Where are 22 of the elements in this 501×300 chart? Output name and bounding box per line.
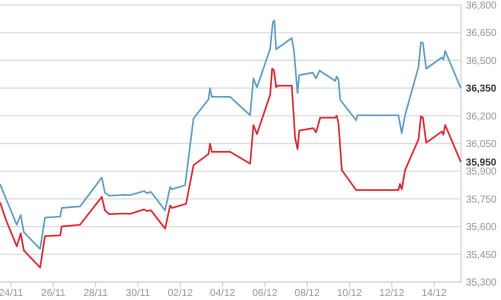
y-tick-label: 35,750 [466,194,498,206]
x-tick-label: 30/11 [126,288,151,299]
y-tick-label: 36,650 [466,28,498,40]
y-tick-label: 36,200 [466,111,498,122]
y-tick-label: 36,800 [466,0,498,12]
y-tick-label: 35,600 [466,222,498,234]
y-tick-label: 35,450 [466,250,498,261]
y-tick-label: 35,300 [466,278,498,288]
x-tick-label: 08/12 [294,288,320,299]
x-tick-label: 06/12 [252,288,278,299]
x-tick-label: 04/12 [210,288,236,299]
x-tick-label: 12/12 [379,288,405,299]
y-tick-label: 35,900 [466,166,498,178]
annotation: 36,350 [466,84,497,95]
annotation: 35,950 [466,157,497,168]
y-tick-label: 36,500 [466,56,498,67]
x-tick-label: 28/11 [83,288,108,299]
y-tick-label: 36,050 [466,139,498,150]
x-tick-label: 26/11 [41,288,66,299]
x-tick-label: 14/12 [422,288,448,299]
x-tick-label: 02/12 [168,288,194,299]
x-tick-label: 10/12 [336,288,362,299]
